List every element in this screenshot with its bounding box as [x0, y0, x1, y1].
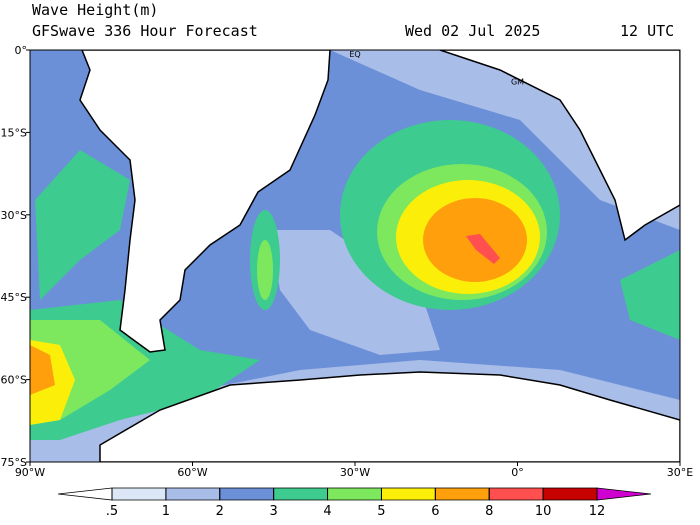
south-america	[79, 50, 331, 353]
colorbar-label: 10	[535, 504, 552, 519]
color-swatch	[273, 487, 328, 501]
colorbar-label: 5	[377, 504, 385, 519]
colorbar-label: 6	[431, 504, 439, 519]
calm-zone	[270, 230, 440, 355]
antarctica	[99, 371, 680, 462]
colorbar-label: 1	[162, 504, 170, 519]
color-swatch	[327, 487, 382, 501]
lon-label: 0°	[511, 466, 524, 479]
lat-label: 15°S	[1, 126, 27, 139]
color-swatch	[434, 487, 490, 501]
wave-zone	[620, 250, 680, 340]
africa	[439, 50, 680, 242]
color-swatch	[219, 487, 275, 501]
wave-zone	[35, 150, 130, 300]
colorbar-label: 2	[216, 504, 224, 519]
color-swatch	[58, 487, 113, 501]
wave-zone	[257, 240, 273, 300]
subtitle: GFSwave 336 Hour Forecast	[32, 22, 258, 40]
color-swatch	[488, 487, 544, 501]
colorbar-label: .5	[106, 504, 118, 519]
annotation: GM	[511, 77, 524, 86]
lat-label: 60°S	[1, 374, 27, 387]
lon-label: 30°E	[667, 466, 693, 479]
wave-zone	[30, 345, 55, 395]
colorbar-label: 3	[270, 504, 278, 519]
colorbar-label: 8	[485, 504, 493, 519]
title: Wave Height(m)	[32, 1, 158, 19]
lon-label: 60°W	[177, 466, 207, 479]
colorbar-label: 4	[323, 504, 331, 519]
date: Wed 02 Jul 2025	[405, 22, 540, 40]
calm-zone	[30, 50, 680, 230]
lat-label: 0°	[15, 44, 28, 57]
map	[30, 50, 680, 462]
wave-zone	[466, 234, 500, 264]
lon-label: 90°W	[15, 466, 45, 479]
color-swatch	[165, 487, 221, 501]
lon-label: 30°W	[340, 466, 370, 479]
color-swatch	[111, 487, 167, 501]
lat-label: 45°S	[1, 291, 27, 304]
color-swatch	[542, 487, 598, 501]
time: 12 UTC	[620, 22, 674, 40]
colorbar-label: 12	[589, 504, 606, 519]
lat-label: 30°S	[1, 209, 27, 222]
color-swatch	[381, 487, 436, 501]
annotation: EQ	[349, 50, 360, 59]
lat-label: 75°S	[1, 456, 27, 469]
color-swatch	[596, 487, 651, 501]
